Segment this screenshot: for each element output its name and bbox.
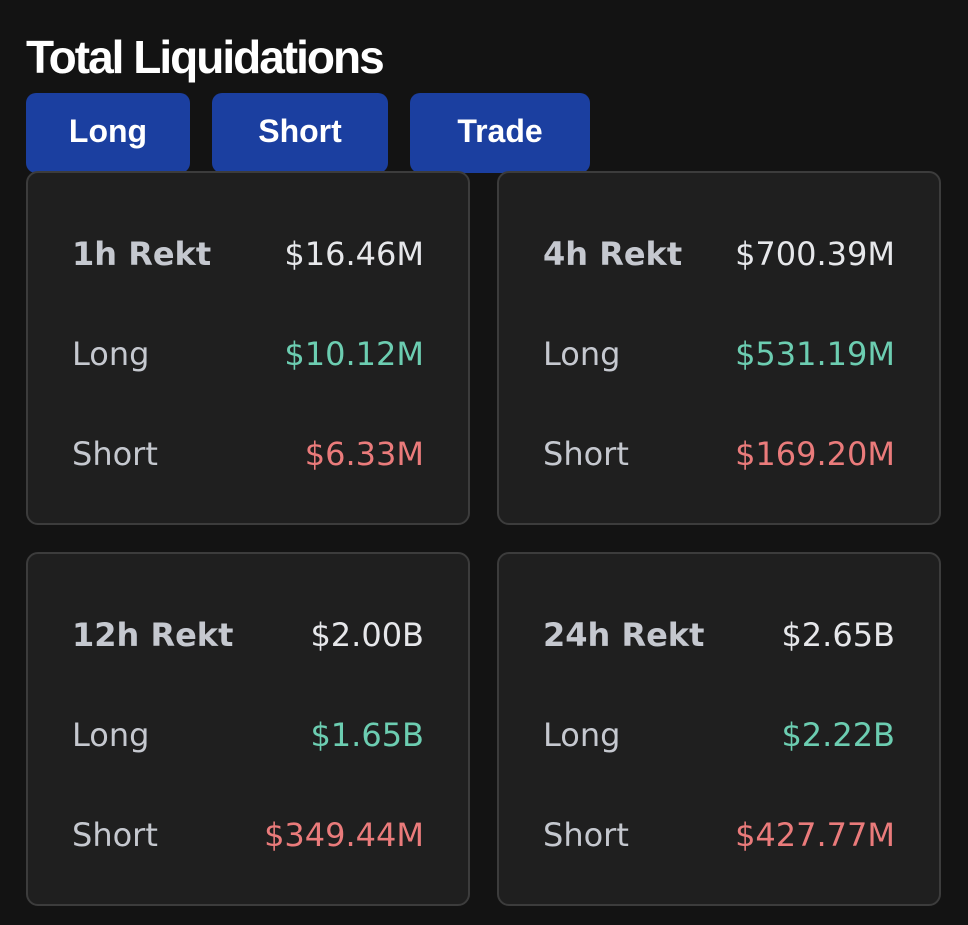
stat-value: $1.65B [310, 716, 424, 754]
stat-label: Long [72, 335, 150, 373]
stat-row: 12h Rekt $2.00B [72, 616, 424, 654]
stat-value: $349.44M [264, 816, 424, 854]
stat-row: Short $349.44M [72, 816, 424, 854]
stat-value: $427.77M [735, 816, 895, 854]
stat-value: $16.46M [284, 235, 424, 273]
tab[interactable]: Long [26, 93, 190, 173]
stat-value: $2.22B [781, 716, 895, 754]
stat-card: 12h Rekt $2.00B Long $1.65B Short $349.44M [26, 552, 470, 906]
stat-row: 1h Rekt $16.46M [72, 235, 424, 273]
stat-value: $2.00B [310, 616, 424, 654]
stat-label: Long [543, 716, 621, 754]
stat-row: Short $6.33M [72, 435, 424, 473]
stat-row: Short $169.20M [543, 435, 895, 473]
stat-value: $6.33M [304, 435, 424, 473]
stat-row: Long $10.12M [72, 335, 424, 373]
stat-label: Short [543, 435, 629, 473]
stat-row: Long $531.19M [543, 335, 895, 373]
stat-value: $700.39M [735, 235, 895, 273]
tab[interactable]: Short [212, 93, 388, 173]
stat-card: 4h Rekt $700.39M Long $531.19M Short $169.20M [497, 171, 941, 525]
stat-value: $10.12M [284, 335, 424, 373]
stat-row: 24h Rekt $2.65B [543, 616, 895, 654]
tab[interactable]: Trade [410, 93, 590, 173]
stat-label: 12h Rekt [72, 616, 234, 654]
stat-label: 1h Rekt [72, 235, 212, 273]
stat-value: $169.20M [735, 435, 895, 473]
stat-label: Short [543, 816, 629, 854]
stat-row: 4h Rekt $700.39M [543, 235, 895, 273]
stat-label: 4h Rekt [543, 235, 683, 273]
stat-label: Short [72, 435, 158, 473]
stat-card: 1h Rekt $16.46M Long $10.12M Short $6.33M [26, 171, 470, 525]
stat-value: $2.65B [781, 616, 895, 654]
stat-label: 24h Rekt [543, 616, 705, 654]
stat-value: $531.19M [735, 335, 895, 373]
stat-label: Long [543, 335, 621, 373]
title: Total Liquidations [26, 31, 385, 83]
stat-label: Short [72, 816, 158, 854]
stat-label: Long [72, 716, 150, 754]
stat-row: Long $2.22B [543, 716, 895, 754]
stat-row: Long $1.65B [72, 716, 424, 754]
stat-row: Short $427.77M [543, 816, 895, 854]
stat-card: 24h Rekt $2.65B Long $2.22B Short $427.77M [497, 552, 941, 906]
